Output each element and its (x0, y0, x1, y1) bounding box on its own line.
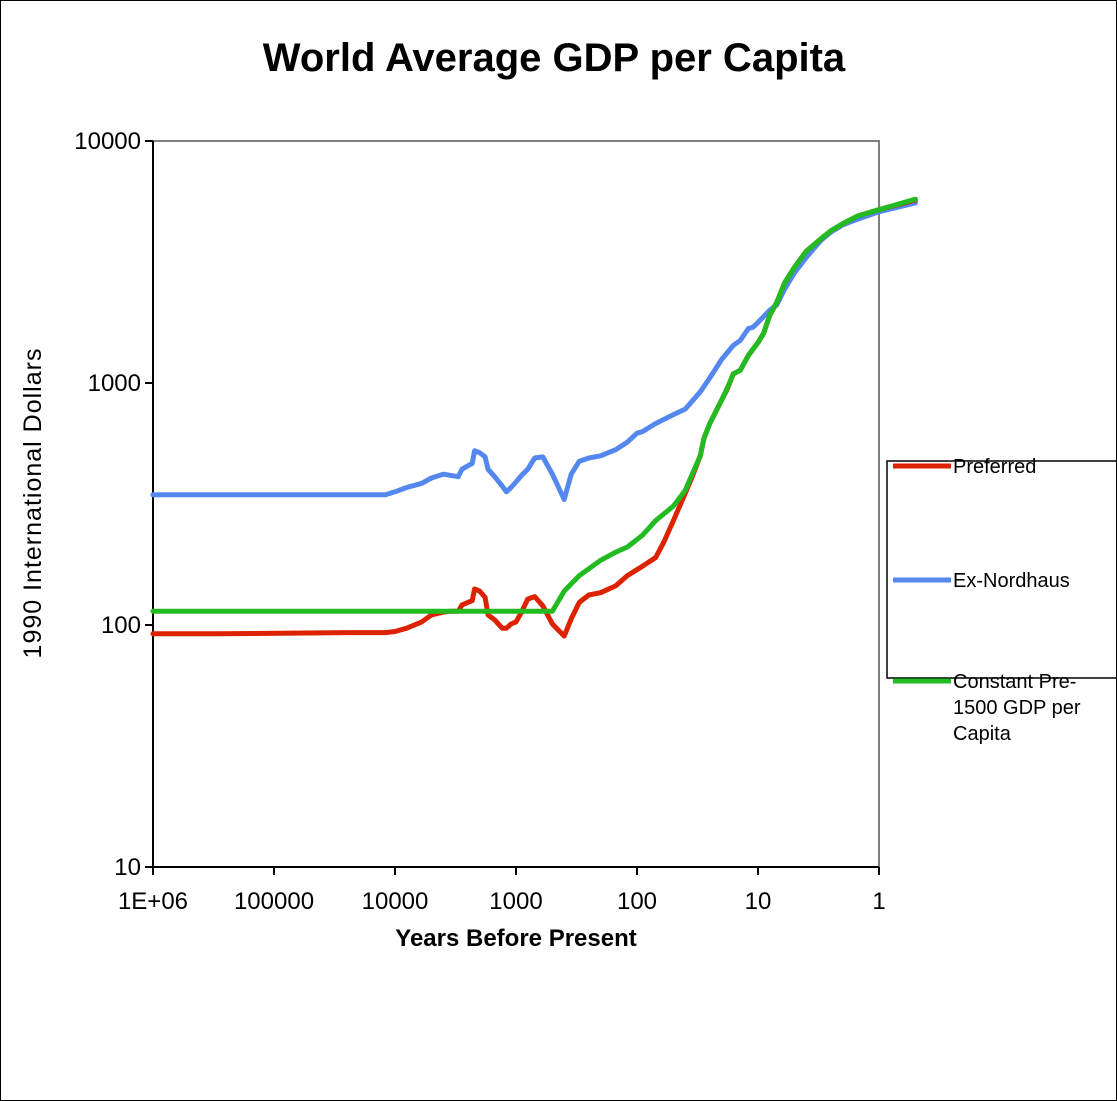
x-tick-label: 1000 (489, 888, 542, 915)
x-tick-label: 1E+06 (118, 888, 188, 915)
x-axis-label: Years Before Present (395, 925, 636, 952)
y-tick-label: 10 (114, 854, 141, 881)
chart-title: World Average GDP per Capita (263, 36, 846, 80)
x-tick-label: 100 (617, 888, 657, 915)
series-line-constant-pre-1500-gdp-per-capita (150, 196, 918, 614)
y-tick-label: 1000 (88, 370, 141, 397)
legend-label: 1500 GDP per (953, 697, 1081, 719)
x-tick-label: 10000 (362, 888, 429, 915)
x-axis-ticks: 1E+06 100000 10000 1000 100 10 1 (118, 867, 886, 915)
x-tick-label: 1 (872, 888, 885, 915)
x-tick-label: 10 (745, 888, 772, 915)
legend: Preferred Ex-Nordhaus Constant Pre- 1500 GD… (886, 456, 1116, 745)
plot-area (152, 140, 880, 868)
series-layer (150, 196, 918, 639)
y-axis-ticks: 10 100 1000 10000 (74, 128, 153, 881)
y-axis-label: 1990 International Dollars (19, 348, 47, 659)
x-tick-label: 100000 (234, 888, 314, 915)
legend-label: Ex-Nordhaus (953, 570, 1070, 592)
legend-label: Preferred (953, 456, 1036, 478)
legend-label: Constant Pre- (953, 671, 1076, 693)
y-tick-label: 100 (101, 612, 141, 639)
legend-box (886, 460, 1116, 679)
legend-label: Capita (953, 723, 1012, 745)
y-tick-label: 10000 (74, 128, 141, 155)
